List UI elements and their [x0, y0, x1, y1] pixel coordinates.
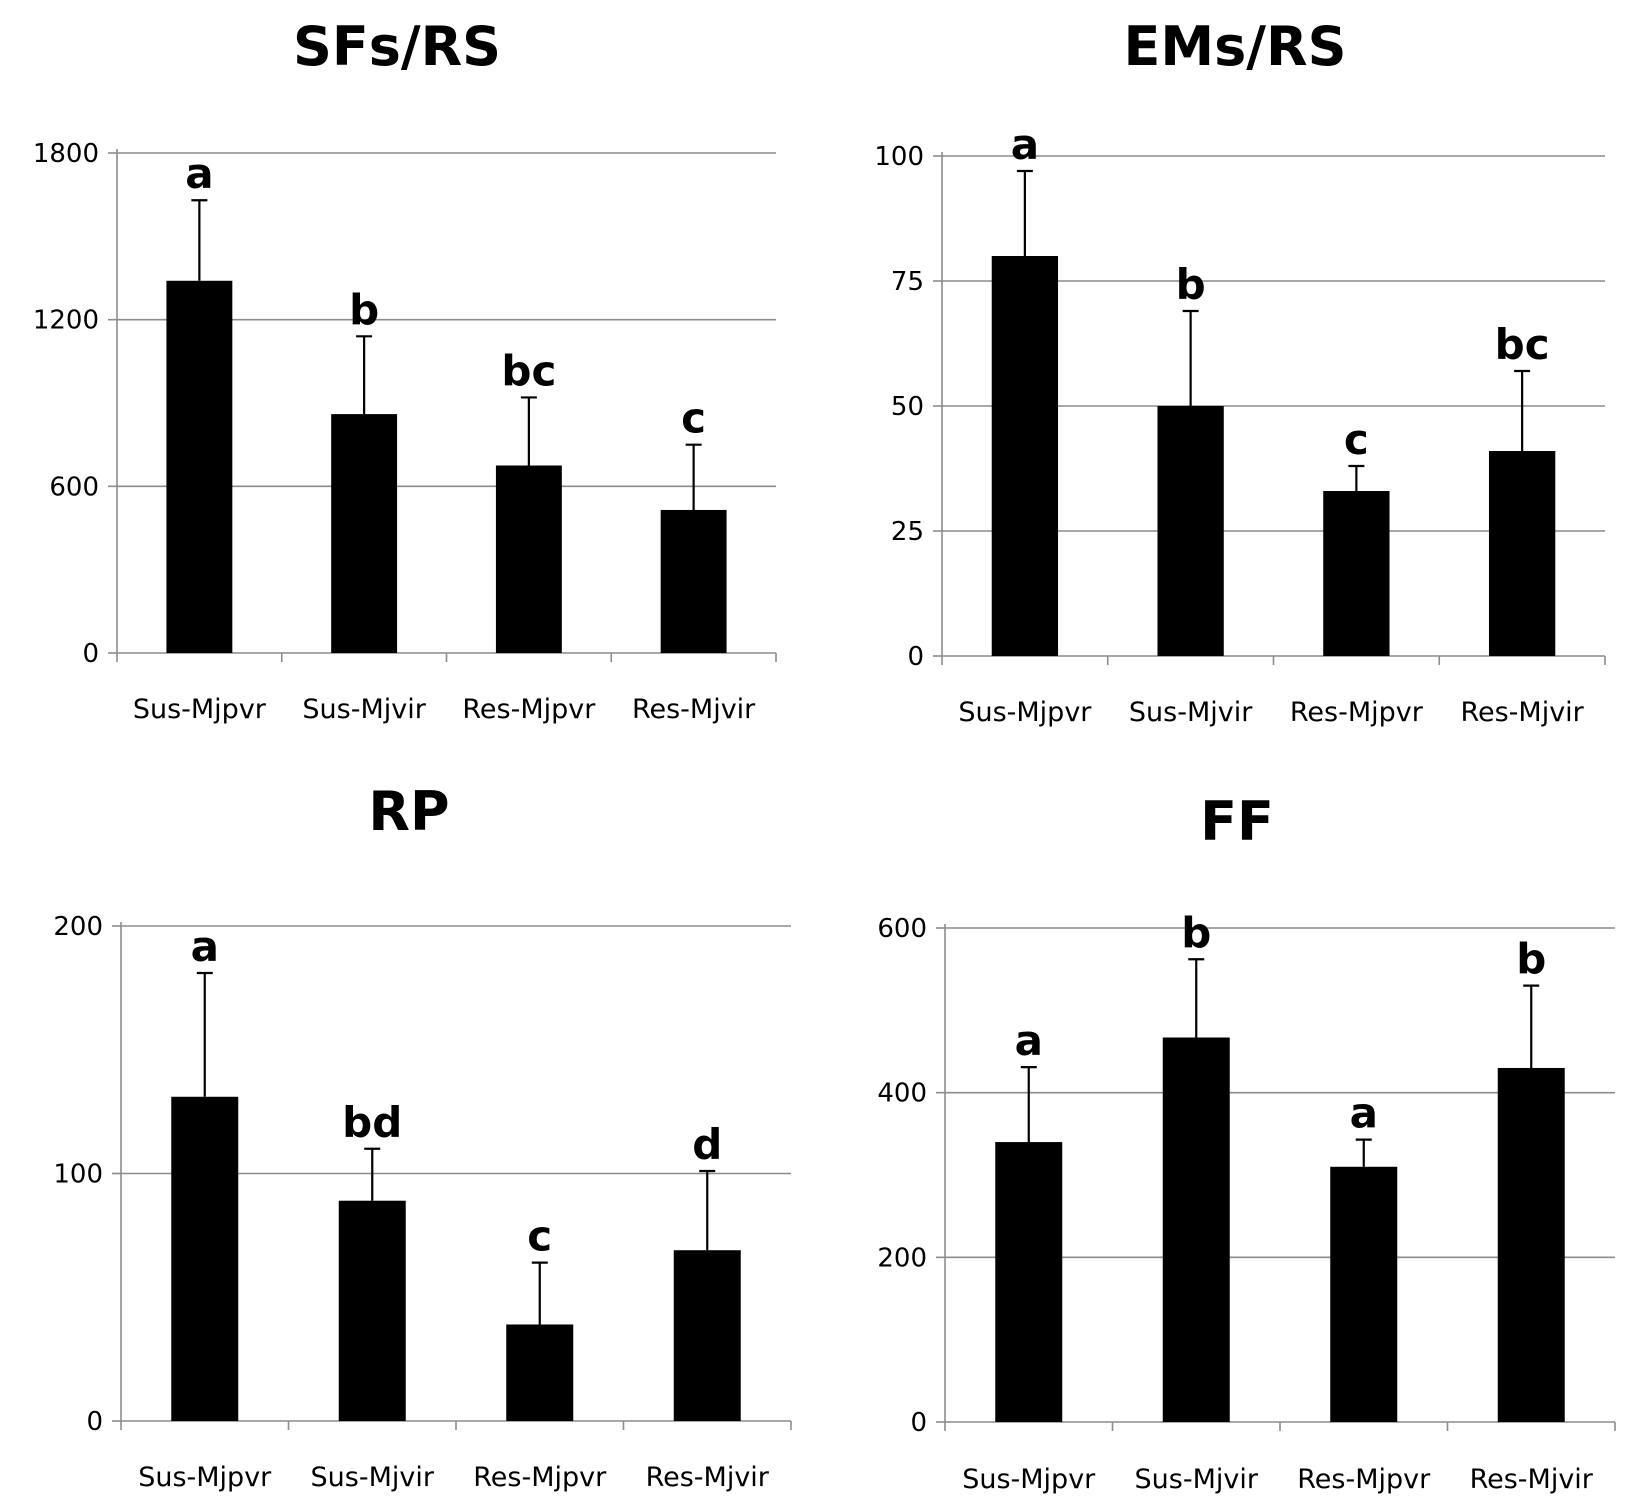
bar	[171, 1096, 239, 1421]
x-category-label: Res-Mjvir	[646, 1462, 770, 1493]
bar	[1497, 1067, 1565, 1422]
significance-label: d	[692, 1120, 722, 1169]
y-tick-label: 0	[82, 639, 99, 669]
bar	[1323, 491, 1390, 656]
x-category-label: Sus-Mjpvr	[138, 1462, 272, 1493]
y-tick-label: 600	[49, 472, 99, 502]
chart-panel-sfs-rs: SFs/RS 0 600 1200 1800 a Sus-Mjpvr b Sus-Mjvir b…	[33, 15, 777, 725]
x-category-label: Res-Mjpvr	[1297, 1464, 1431, 1495]
significance-label: a	[185, 149, 213, 198]
x-category-label: Sus-Mjvir	[302, 694, 426, 725]
x-category-label: Res-Mjpvr	[473, 1462, 607, 1493]
significance-label: c	[681, 394, 706, 443]
significance-label: a	[191, 922, 219, 971]
chart-title: FF	[1200, 790, 1274, 853]
significance-label: b	[1516, 935, 1546, 984]
y-tick-label: 600	[877, 914, 927, 944]
bar	[991, 256, 1059, 656]
significance-label: b	[1181, 908, 1211, 957]
chart-panel-ems-rs: EMs/RS 0 25 50 75 100 a Sus-Mjpvr b Sus-Mjvir c Re…	[874, 15, 1606, 728]
significance-label: b	[1176, 260, 1206, 309]
bar	[1162, 1037, 1230, 1422]
plot-area: 0 600 1200 1800 a Sus-Mjpvr b Sus-Mjvir bc Res-Mj…	[33, 139, 777, 725]
bar	[495, 465, 562, 653]
chart-title: EMs/RS	[1124, 15, 1347, 78]
x-category-label: Sus-Mjpvr	[962, 1464, 1096, 1495]
significance-label: b	[349, 285, 379, 334]
significance-label: bd	[342, 1098, 402, 1147]
significance-label: bc	[1495, 320, 1550, 369]
bar	[1488, 451, 1556, 656]
y-tick-label: 0	[907, 642, 924, 672]
y-tick-label: 50	[891, 392, 924, 422]
x-category-label: Res-Mjpvr	[462, 694, 596, 725]
bar	[331, 414, 398, 653]
bar	[673, 1250, 741, 1421]
chart-panel-ff: FF 0 200 400 600 a Sus-Mjpvr b Sus-Mjvir a Res-Mj…	[877, 790, 1616, 1495]
y-tick-label: 400	[877, 1079, 927, 1109]
y-tick-label: 25	[891, 517, 924, 547]
x-category-label: Sus-Mjpvr	[958, 697, 1092, 728]
significance-label: c	[1344, 415, 1369, 464]
x-category-label: Sus-Mjpvr	[133, 694, 267, 725]
x-category-label: Sus-Mjvir	[1129, 697, 1253, 728]
bar	[660, 509, 727, 653]
significance-label: bc	[501, 346, 556, 395]
significance-label: c	[527, 1212, 552, 1261]
y-tick-label: 200	[53, 912, 103, 942]
x-category-label: Res-Mjvir	[1460, 697, 1584, 728]
significance-label: a	[1015, 1016, 1043, 1065]
chart-title: RP	[368, 780, 449, 843]
plot-area: 0 25 50 75 100 a Sus-Mjpvr b Sus-Mjvir c Res-Mjpvr…	[874, 120, 1606, 728]
significance-label: a	[1350, 1089, 1378, 1138]
bar	[338, 1200, 406, 1421]
plot-area: 0 200 400 600 a Sus-Mjpvr b Sus-Mjvir a Res-Mjpvr…	[877, 908, 1616, 1495]
chart-panel-rp: RP 0 100 200 a Sus-Mjpvr bd Sus-Mjvir c Res-Mjpv…	[53, 780, 792, 1493]
x-category-label: Res-Mjvir	[632, 694, 756, 725]
x-category-label: Res-Mjvir	[1470, 1464, 1594, 1495]
x-category-label: Sus-Mjvir	[311, 1462, 435, 1493]
y-tick-label: 1200	[33, 306, 99, 336]
significance-label: a	[1011, 120, 1039, 169]
bar	[506, 1324, 574, 1421]
bar	[1330, 1166, 1398, 1422]
chart-title: SFs/RS	[293, 15, 501, 78]
bar	[995, 1142, 1063, 1422]
y-tick-label: 100	[53, 1160, 103, 1190]
y-tick-label: 75	[891, 267, 924, 297]
y-tick-label: 1800	[33, 139, 99, 169]
y-tick-label: 0	[86, 1407, 103, 1437]
y-tick-label: 100	[874, 142, 924, 172]
x-category-label: Res-Mjpvr	[1290, 697, 1424, 728]
y-tick-label: 0	[910, 1408, 927, 1438]
bar	[1157, 406, 1224, 656]
y-tick-label: 200	[877, 1243, 927, 1273]
bar	[166, 280, 233, 653]
x-category-label: Sus-Mjvir	[1135, 1464, 1259, 1495]
plot-area: 0 100 200 a Sus-Mjpvr bd Sus-Mjvir c Res-Mjpvr d R…	[53, 912, 792, 1493]
